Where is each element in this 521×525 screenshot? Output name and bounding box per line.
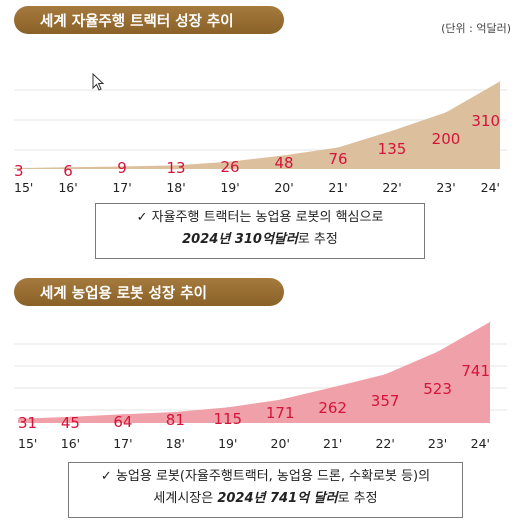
data-label: 81 <box>166 411 185 429</box>
chart1-note-line2: 2024년 310억달러로 추정 <box>102 229 418 251</box>
x-tick-label: 16' <box>58 180 77 195</box>
chart1-note-line1: ✓ 자율주행 트랙터는 농업용 로봇의 핵심으로 <box>102 207 418 229</box>
x-tick-label: 16' <box>61 436 80 451</box>
chart1-note-box: ✓ 자율주행 트랙터는 농업용 로봇의 핵심으로 2024년 310억달러로 추… <box>95 203 425 259</box>
x-tick-label: 24' <box>481 180 500 195</box>
chart2-note-box: ✓ 농업용 로봇(자율주행트랙터, 농업용 드론, 수확로봇 등)의 세계시장은… <box>68 462 463 518</box>
data-label: 9 <box>117 159 127 177</box>
data-point <box>489 321 491 323</box>
chart2-note-emphasis: 2024년 741억 달러 <box>217 491 338 506</box>
chart2-note-line2: 세계시장은 2024년 741억 달러로 추정 <box>75 488 456 510</box>
data-point <box>13 167 15 169</box>
data-point <box>384 373 386 375</box>
data-label: 523 <box>423 380 452 398</box>
data-label: 200 <box>432 130 461 148</box>
x-tick-label: 23' <box>436 180 455 195</box>
data-point <box>121 165 123 167</box>
x-tick-label: 17' <box>113 436 132 451</box>
data-point <box>227 406 229 408</box>
data-point <box>445 111 447 113</box>
data-label: 6 <box>63 162 73 180</box>
data-point <box>122 413 124 415</box>
x-tick-label: 15' <box>18 436 37 451</box>
chart1-note-tail: 로 추정 <box>297 232 338 247</box>
chart1-note-emphasis: 2024년 310억달러 <box>182 232 298 247</box>
data-point <box>332 386 334 388</box>
data-point <box>67 166 69 168</box>
chart1-note-text: 자율주행 트랙터는 농업용 로봇의 핵심으로 <box>151 210 384 225</box>
data-label: 76 <box>328 150 347 168</box>
x-tick-label: 24' <box>471 436 490 451</box>
x-tick-label: 21' <box>328 180 347 195</box>
x-tick-label: 19' <box>218 436 237 451</box>
data-point <box>229 161 231 163</box>
agri-robot-area-chart: 31 15' 45 16' 64 17' 81 18' 115 19' 171 20' 262 21' 35… <box>14 321 507 451</box>
x-tick-label: 18' <box>166 180 185 195</box>
data-label: 310 <box>471 112 500 130</box>
check-icon: ✓ <box>136 210 148 225</box>
data-label: 13 <box>166 159 185 177</box>
data-point <box>337 147 339 149</box>
data-point <box>17 418 19 420</box>
data-point <box>283 154 285 156</box>
data-label: 741 <box>461 362 490 380</box>
data-label: 262 <box>318 399 347 417</box>
data-label: 115 <box>213 410 242 428</box>
x-tick-label: 15' <box>14 180 33 195</box>
chart2-note-prefix: 세계시장은 <box>153 491 218 506</box>
data-label: 45 <box>61 414 80 432</box>
chart1-title: 세계 자율주행 트랙터 성장 추이 <box>40 13 234 30</box>
chart2-note-tail: 로 추정 <box>337 491 378 506</box>
data-point <box>69 416 71 418</box>
data-point <box>437 351 439 353</box>
data-label: 3 <box>14 162 24 180</box>
data-label: 26 <box>220 158 239 176</box>
data-label: 135 <box>378 140 407 158</box>
chart2-note-line1: ✓ 농업용 로봇(자율주행트랙터, 농업용 드론, 수확로봇 등)의 <box>75 466 456 488</box>
x-tick-label: 17' <box>112 180 131 195</box>
x-tick-label: 22' <box>375 436 394 451</box>
check-icon: ✓ <box>100 469 112 484</box>
chart2-note-text: 농업용 로봇(자율주행트랙터, 농업용 드론, 수확로봇 등)의 <box>115 469 431 484</box>
x-tick-label: 22' <box>382 180 401 195</box>
data-label: 31 <box>18 414 37 432</box>
data-point <box>499 80 501 82</box>
data-label: 64 <box>113 413 132 431</box>
area-series <box>14 81 500 169</box>
chart2-title-badge: 세계 농업용 로봇 성장 추이 <box>14 278 284 306</box>
mouse-cursor-icon <box>92 73 105 91</box>
autonomous-tractor-area-chart: 315' 616' 9 17' 13 18' 26 19' 48 20' 76 21' 135 22' 20… <box>13 80 507 195</box>
data-label: 48 <box>274 154 293 172</box>
area-series <box>18 322 490 423</box>
x-tick-label: 20' <box>274 180 293 195</box>
x-tick-label: 19' <box>220 180 239 195</box>
chart1-title-badge: 세계 자율주행 트랙터 성장 추이 <box>14 6 284 34</box>
x-tick-label: 23' <box>428 436 447 451</box>
x-tick-label: 18' <box>166 436 185 451</box>
data-point <box>174 411 176 413</box>
data-label: 357 <box>371 392 400 410</box>
data-point <box>175 164 177 166</box>
x-tick-label: 20' <box>271 436 290 451</box>
data-point <box>279 399 281 401</box>
unit-label: (단위 : 억달러) <box>441 22 511 35</box>
chart2-title: 세계 농업용 로봇 성장 추이 <box>40 285 207 302</box>
x-tick-label: 21' <box>323 436 342 451</box>
data-point <box>391 130 393 132</box>
data-label: 171 <box>266 404 295 422</box>
